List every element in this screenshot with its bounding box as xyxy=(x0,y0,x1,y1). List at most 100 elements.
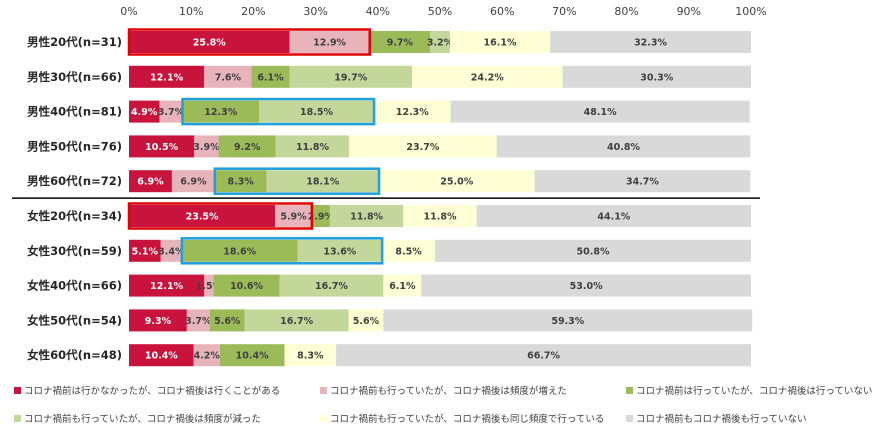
data-label: 8.3% xyxy=(227,177,254,188)
bar-segment xyxy=(129,309,187,332)
bar-segment xyxy=(382,239,436,262)
data-label: 1.5% xyxy=(196,281,223,292)
data-label: 9.7% xyxy=(387,38,414,49)
data-label: 3.4% xyxy=(158,246,185,257)
data-label: 12.9% xyxy=(313,38,346,49)
legend-label: コロナ禍前も行っていたが、コロナ禍後も同じ頻度で行っている xyxy=(330,413,604,425)
bar-segment xyxy=(204,274,214,297)
data-label: 16.7% xyxy=(315,281,348,292)
data-label: 25.0% xyxy=(440,177,473,188)
data-label: 3.7% xyxy=(158,107,185,118)
bar-segment xyxy=(193,344,220,367)
category-label: 男性20代(n=31) xyxy=(27,35,122,49)
bar-segment xyxy=(329,205,404,227)
data-label: 23.7% xyxy=(406,142,439,153)
data-label: 5.9% xyxy=(280,212,307,223)
data-label: 53.0% xyxy=(570,281,603,292)
highlight-box xyxy=(127,28,371,56)
data-label: 18.1% xyxy=(306,177,339,188)
data-label: 8.5% xyxy=(395,246,422,257)
x-tick-label: 20% xyxy=(241,5,265,18)
bar-segment xyxy=(275,135,350,158)
data-label: 10.5% xyxy=(145,142,178,153)
bar-segment xyxy=(450,100,750,123)
data-label: 10.4% xyxy=(236,351,269,362)
bar-segment xyxy=(403,205,477,227)
bar-segment xyxy=(289,65,413,88)
x-tick-label: 100% xyxy=(735,5,766,18)
bar-segment xyxy=(383,274,422,297)
x-tick-label: 40% xyxy=(366,5,390,18)
data-label: 59.3% xyxy=(551,316,584,327)
bar-segment xyxy=(129,205,276,227)
data-label: 4.2% xyxy=(194,351,221,362)
data-label: 3.7% xyxy=(185,316,212,327)
data-label: 40.8% xyxy=(607,142,640,153)
category-label: 女性50代(n=54) xyxy=(27,313,122,327)
bar-segment xyxy=(534,170,751,193)
bar-segment xyxy=(279,274,384,297)
bar-segment xyxy=(159,100,183,123)
bar-segment xyxy=(284,344,337,367)
bar-segment xyxy=(218,135,276,158)
bar-segment xyxy=(214,170,267,193)
data-label: 3.2% xyxy=(427,38,454,49)
data-label: 12.3% xyxy=(396,107,429,118)
data-label: 66.7% xyxy=(527,351,560,362)
data-label: 44.1% xyxy=(597,212,630,223)
data-label: 18.6% xyxy=(223,246,256,257)
data-label: 10.4% xyxy=(145,351,178,362)
bar-segment xyxy=(383,309,753,332)
category-label: 女性20代(n=34) xyxy=(27,209,122,223)
legend-label: コロナ禍前も行っていたが、コロナ禍後は頻度が増えた xyxy=(330,385,567,397)
bar-segment xyxy=(550,31,751,53)
data-label: 48.1% xyxy=(584,107,617,118)
data-label: 6.9% xyxy=(137,177,164,188)
data-label: 23.5% xyxy=(186,212,219,223)
data-label: 6.1% xyxy=(257,72,284,83)
x-tick-label: 90% xyxy=(677,5,701,18)
category-label: 女性40代(n=66) xyxy=(27,279,122,293)
data-label: 6.9% xyxy=(180,177,207,188)
bar-segment xyxy=(213,274,280,297)
bar-segment xyxy=(348,309,384,332)
data-label: 11.8% xyxy=(350,212,383,223)
category-label: 男性50代(n=76) xyxy=(27,139,122,153)
x-tick-label: 10% xyxy=(179,5,203,18)
bar-segment xyxy=(496,135,751,158)
bar-segment xyxy=(435,239,751,262)
category-label: 男性60代(n=72) xyxy=(27,174,122,188)
data-label: 7.6% xyxy=(215,72,242,83)
highlight-box xyxy=(213,167,381,195)
highlight-box xyxy=(181,97,376,126)
x-tick-label: 30% xyxy=(303,5,327,18)
data-label: 6.1% xyxy=(389,281,416,292)
data-label: 50.8% xyxy=(577,246,610,257)
bar-segment xyxy=(412,65,563,88)
legend-label: コロナ禍前は行っていたが、コロナ禍後は行っていない xyxy=(636,385,872,397)
bar-segment xyxy=(129,239,161,262)
bar-segment xyxy=(171,170,215,193)
highlight-box xyxy=(180,237,384,265)
legend-label: コロナ禍前も行っていたが、コロナ禍後は頻度が減った xyxy=(24,413,261,425)
bar-segment xyxy=(129,170,172,193)
data-label: 11.8% xyxy=(424,212,457,223)
legend-swatch xyxy=(14,387,21,394)
bar-segment xyxy=(194,135,219,158)
data-label: 5.6% xyxy=(214,316,241,327)
legend-label: コロナ禍前は行かなかったが、コロナ禍後は行くことがある xyxy=(24,385,280,397)
x-tick-label: 60% xyxy=(490,5,514,18)
bar-segment xyxy=(289,31,370,53)
legend-swatch xyxy=(320,387,327,394)
category-label: 女性60代(n=48) xyxy=(27,348,122,362)
legend-swatch xyxy=(14,415,21,422)
data-label: 5.6% xyxy=(353,316,380,327)
bar-segment xyxy=(129,344,194,367)
bar-segment xyxy=(181,239,298,262)
x-tick-label: 80% xyxy=(614,5,638,18)
data-label: 32.3% xyxy=(634,38,667,49)
bar-segment xyxy=(297,239,383,262)
bar-segment xyxy=(219,344,285,367)
data-label: 5.1% xyxy=(132,246,159,257)
bar-segment xyxy=(336,344,751,367)
